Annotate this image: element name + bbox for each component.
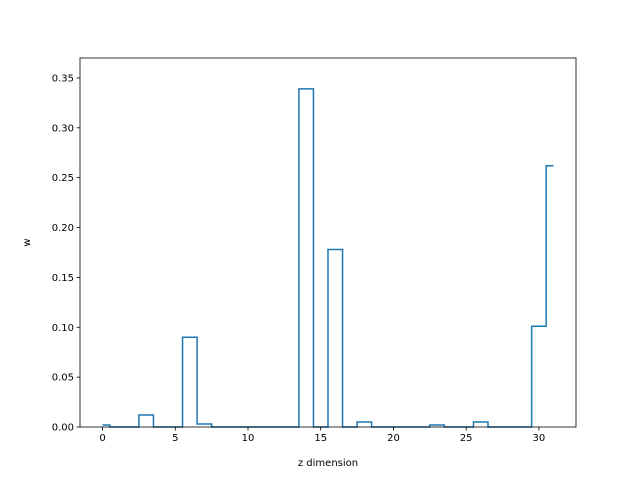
axes-frame bbox=[79, 57, 577, 428]
y-tick-label: 0.25 bbox=[52, 173, 74, 184]
y-tick-label: 0.30 bbox=[52, 123, 74, 134]
x-tick-label: 5 bbox=[172, 433, 178, 444]
x-axis-label: z dimension bbox=[298, 458, 358, 469]
y-tick-label: 0.00 bbox=[52, 423, 74, 434]
x-tick-label: 0 bbox=[99, 433, 105, 444]
axes: 0 5 10 15 20 25 30 0.00 0.05 0.10 0.15 0.20 0.25 0.30… bbox=[52, 57, 577, 444]
x-tick-label: 10 bbox=[242, 433, 255, 444]
x-tick-label: 15 bbox=[314, 433, 327, 444]
y-tick-label: 0.35 bbox=[52, 73, 74, 84]
x-tick-label: 20 bbox=[387, 433, 400, 444]
y-axis-label: w bbox=[22, 238, 33, 246]
y-tick-label: 0.10 bbox=[52, 323, 74, 334]
x-tick-label: 25 bbox=[460, 433, 473, 444]
y-tick-label: 0.20 bbox=[52, 223, 74, 234]
y-tick-label: 0.05 bbox=[52, 373, 74, 384]
y-tick-label: 0.15 bbox=[52, 273, 74, 284]
x-tick-label: 30 bbox=[533, 433, 546, 444]
